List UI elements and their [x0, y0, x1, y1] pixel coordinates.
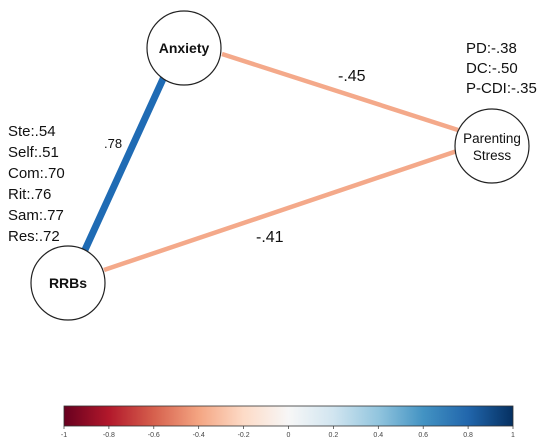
- edge-label-rrbs-parenting: -.41: [256, 229, 284, 246]
- rrbs-loading-4: Sam:.77: [8, 207, 64, 224]
- colorbar-tick-label: 1: [511, 432, 515, 439]
- parenting-loading-2: P-CDI:-.35: [466, 80, 537, 97]
- edge-label-anxiety-parenting: -.45: [338, 68, 366, 85]
- colorbar-tick-label: -0.2: [238, 432, 250, 439]
- parenting-loading-1: DC:-.50: [466, 60, 518, 77]
- edge-anxiety-rrbs: [80, 66, 172, 254]
- node-anxiety: Anxiety: [146, 10, 222, 86]
- colorbar-tick-label: -0.4: [193, 432, 205, 439]
- node-parenting-label-line1: Parenting: [463, 131, 521, 146]
- colorbar: -1 -0.8 -0.6 -0.4 -0.2 0 0.2 0.4 0.6 0.8 1: [61, 405, 515, 439]
- colorbar-tick-label: 0.8: [463, 432, 473, 439]
- colorbar-tick-label: -0.8: [103, 432, 115, 439]
- edge-anxiety-parenting: [221, 51, 459, 133]
- colorbar-gradient: [63, 405, 514, 427]
- rrbs-loading-2: Com:.70: [8, 165, 65, 182]
- rrbs-loading-0: Ste:.54: [8, 123, 56, 140]
- colorbar-tick-label: 0: [287, 432, 291, 439]
- node-rrbs: RRBs: [30, 245, 106, 321]
- rrbs-loadings: Ste:.54 Self:.51 Com:.70 Rit:.76 Sam:.77…: [8, 123, 65, 245]
- colorbar-tick-label: 0.6: [418, 432, 428, 439]
- colorbar-tick-label: -0.6: [148, 432, 160, 439]
- rrbs-loading-1: Self:.51: [8, 144, 59, 161]
- rrbs-loading-5: Res:.72: [8, 228, 60, 245]
- node-rrbs-label: RRBs: [49, 275, 87, 291]
- node-parenting-label-line2: Stress: [473, 148, 512, 163]
- colorbar-ticks: -1 -0.8 -0.6 -0.4 -0.2 0 0.2 0.4 0.6 0.8 1: [61, 426, 515, 439]
- node-parenting-stress: Parenting Stress: [454, 108, 530, 184]
- rrbs-loading-3: Rit:.76: [8, 186, 51, 203]
- node-anxiety-label: Anxiety: [159, 40, 210, 56]
- edge-rrbs-parenting: [103, 147, 461, 273]
- colorbar-tick-label: -1: [61, 432, 67, 439]
- parenting-loadings: PD:-.38 DC:-.50 P-CDI:-.35: [466, 40, 537, 97]
- edge-label-anxiety-rrbs: .78: [104, 136, 122, 151]
- parenting-loading-0: PD:-.38: [466, 40, 517, 57]
- colorbar-tick-label: 0.2: [329, 432, 339, 439]
- colorbar-tick-label: 0.4: [373, 432, 383, 439]
